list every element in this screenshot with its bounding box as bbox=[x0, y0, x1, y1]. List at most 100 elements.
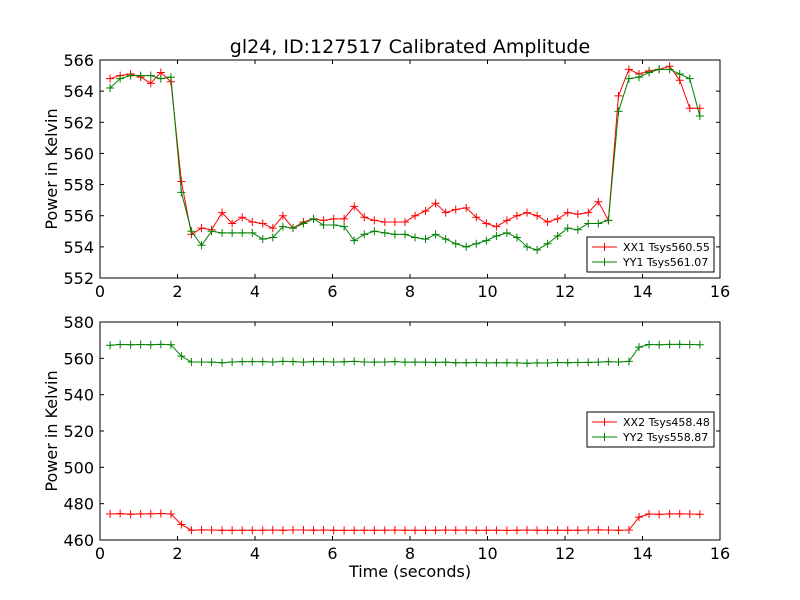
data-point bbox=[462, 526, 471, 535]
x-tick-label: 8 bbox=[405, 544, 415, 563]
data-point bbox=[400, 358, 409, 367]
data-point bbox=[278, 357, 287, 366]
data-point bbox=[248, 228, 257, 237]
data-point bbox=[451, 205, 460, 214]
legend: XX2 Tsys458.48 YY2 Tsys558.87 bbox=[586, 411, 715, 448]
data-point bbox=[624, 65, 633, 74]
x-tick-label: 10 bbox=[477, 282, 497, 301]
data-point bbox=[665, 340, 674, 349]
data-point bbox=[573, 225, 582, 234]
data-point bbox=[350, 357, 359, 366]
data-point bbox=[573, 210, 582, 219]
data-point bbox=[288, 526, 297, 535]
data-point bbox=[523, 359, 532, 368]
data-point bbox=[431, 199, 440, 208]
data-point bbox=[360, 526, 369, 535]
data-point bbox=[462, 242, 471, 251]
data-point bbox=[472, 213, 481, 222]
data-point bbox=[685, 74, 694, 83]
data-point bbox=[421, 526, 430, 535]
data-point bbox=[177, 352, 186, 361]
x-tick-label: 2 bbox=[172, 544, 182, 563]
legend-swatch-marker bbox=[600, 243, 609, 251]
data-point bbox=[370, 227, 379, 236]
legend-swatch-marker bbox=[600, 433, 609, 441]
data-point bbox=[278, 526, 287, 535]
data-point bbox=[614, 107, 623, 116]
series-2 bbox=[106, 340, 704, 368]
data-point bbox=[329, 526, 338, 535]
legend-label: YY2 Tsys558.87 bbox=[622, 431, 708, 444]
data-point bbox=[543, 359, 552, 368]
data-point bbox=[116, 340, 125, 349]
data-point bbox=[502, 228, 511, 237]
x-tick-label: 4 bbox=[250, 544, 260, 563]
data-point bbox=[340, 214, 349, 223]
data-point bbox=[146, 340, 155, 349]
data-point bbox=[146, 79, 155, 88]
x-tick-label: 14 bbox=[632, 544, 652, 563]
data-point bbox=[319, 526, 328, 535]
data-point bbox=[350, 236, 359, 245]
data-point bbox=[421, 358, 430, 367]
data-point bbox=[380, 228, 389, 237]
data-point bbox=[218, 526, 227, 535]
data-point bbox=[675, 70, 684, 79]
data-point bbox=[400, 526, 409, 535]
x-tick-label: 0 bbox=[95, 282, 105, 301]
data-point bbox=[431, 358, 440, 367]
data-point bbox=[248, 357, 257, 366]
data-point bbox=[218, 228, 227, 237]
data-point bbox=[197, 357, 206, 366]
data-point bbox=[462, 203, 471, 212]
data-point bbox=[563, 526, 572, 535]
data-point bbox=[512, 233, 521, 242]
data-point bbox=[543, 239, 552, 248]
x-tick-label: 10 bbox=[477, 544, 497, 563]
data-point bbox=[645, 510, 654, 519]
data-point bbox=[197, 525, 206, 534]
data-point bbox=[268, 526, 277, 535]
data-point bbox=[370, 358, 379, 367]
data-point bbox=[207, 358, 216, 367]
data-point bbox=[309, 214, 318, 223]
legend: XX1 Tsys560.55 YY1 Tsys561.07 bbox=[586, 236, 715, 273]
data-point bbox=[136, 340, 145, 349]
data-point bbox=[268, 357, 277, 366]
data-point bbox=[299, 526, 308, 535]
legend-entry: XX1 Tsys560.55 bbox=[592, 241, 710, 254]
data-point bbox=[116, 74, 125, 83]
data-point bbox=[492, 222, 501, 231]
data-point bbox=[665, 65, 674, 74]
data-point bbox=[116, 509, 125, 518]
data-point bbox=[258, 235, 267, 244]
data-point bbox=[136, 509, 145, 518]
data-point bbox=[197, 241, 206, 250]
data-point bbox=[635, 73, 644, 82]
data-point bbox=[238, 228, 247, 237]
data-point bbox=[106, 74, 115, 83]
x-tick-label: 12 bbox=[555, 282, 575, 301]
data-point bbox=[645, 340, 654, 349]
legend-entry: XX2 Tsys458.48 bbox=[592, 416, 710, 429]
data-point bbox=[156, 509, 165, 518]
data-point bbox=[390, 230, 399, 239]
data-point bbox=[695, 340, 704, 349]
y-tick-label: 562 bbox=[63, 113, 94, 132]
data-point bbox=[207, 227, 216, 236]
data-point bbox=[604, 357, 613, 366]
data-point bbox=[441, 235, 450, 244]
data-point bbox=[675, 509, 684, 518]
data-point bbox=[238, 213, 247, 222]
data-point bbox=[278, 222, 287, 231]
y-tick-label: 500 bbox=[63, 458, 94, 477]
data-point bbox=[340, 357, 349, 366]
data-point bbox=[207, 526, 216, 535]
data-point bbox=[594, 219, 603, 228]
data-point bbox=[166, 510, 175, 519]
data-point bbox=[258, 219, 267, 228]
data-point bbox=[156, 74, 165, 83]
data-point bbox=[573, 358, 582, 367]
data-point bbox=[187, 357, 196, 366]
